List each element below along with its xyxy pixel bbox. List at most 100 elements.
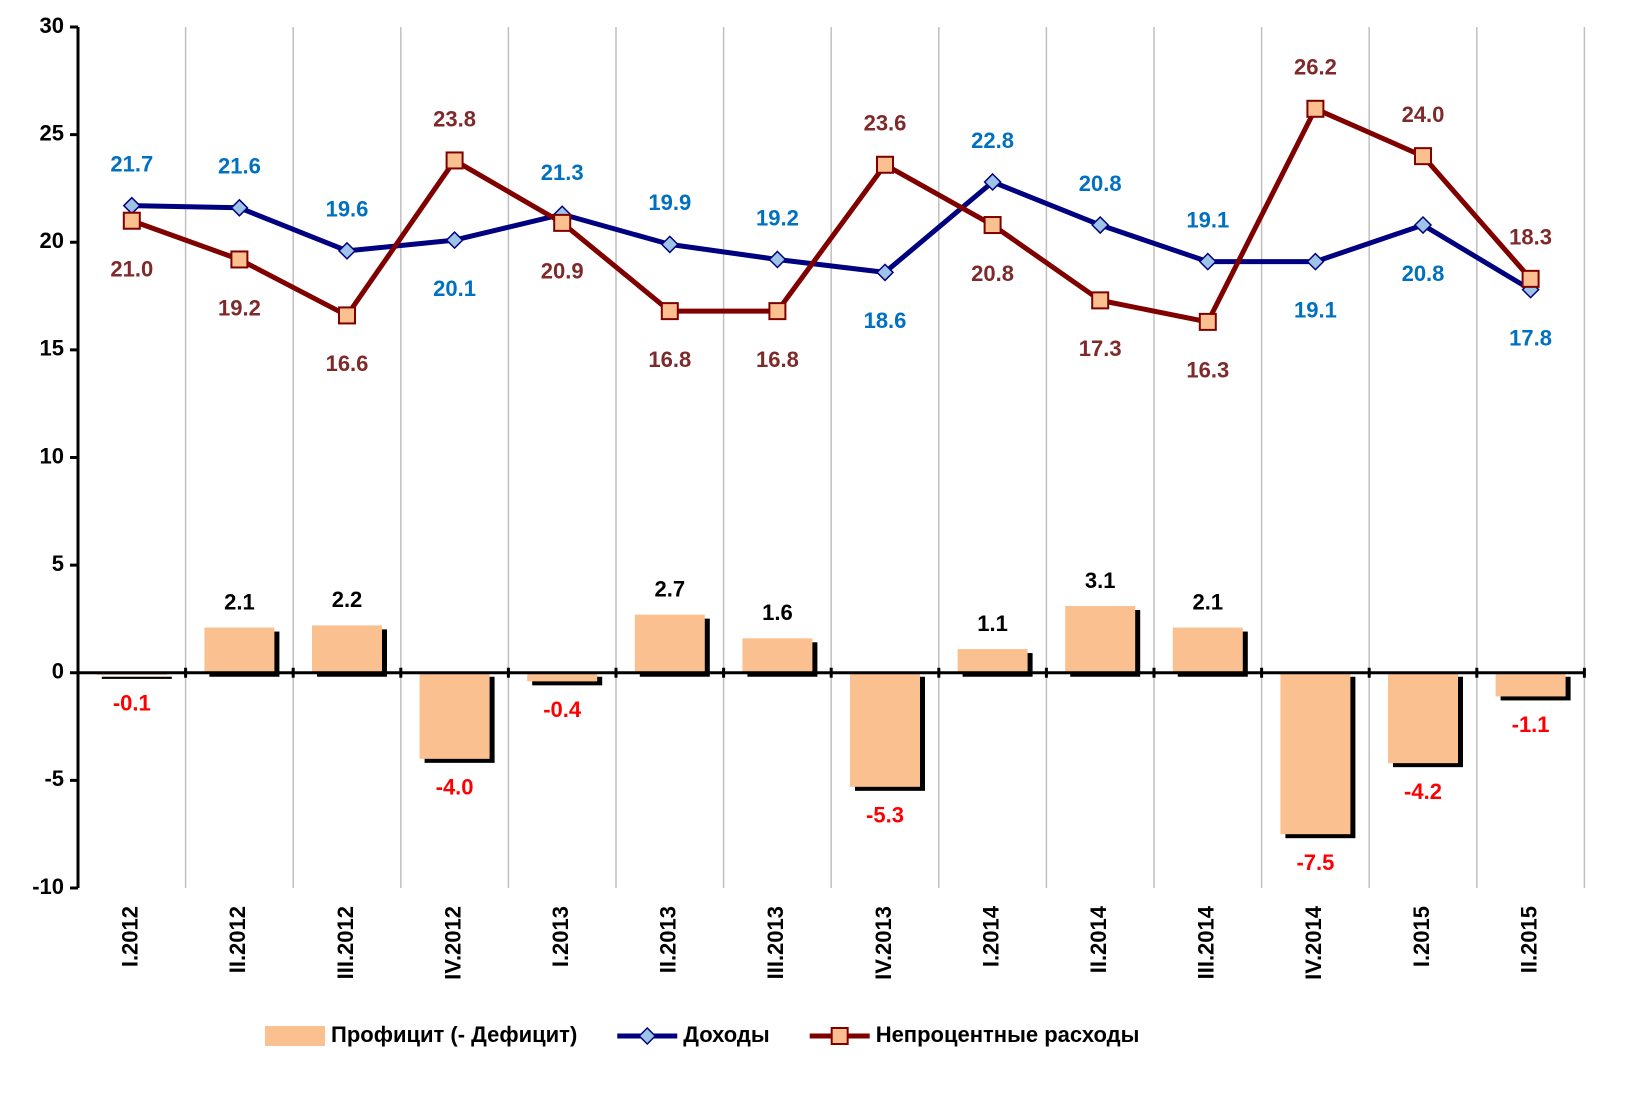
marker: [1198, 312, 1217, 331]
marker: [1413, 215, 1433, 235]
bar-shadow: [101, 676, 172, 679]
marker: [768, 250, 787, 269]
x-tick-label: I.2015: [1409, 906, 1434, 967]
line-value-label: 20.8: [971, 261, 1014, 286]
bar-value-label: -0.1: [113, 691, 151, 716]
line-value-label: 20.8: [1079, 171, 1122, 196]
bar: [957, 649, 1028, 673]
bar-value-label: -1.1: [1512, 712, 1550, 737]
bar: [527, 672, 598, 682]
bar: [1065, 606, 1136, 673]
marker: [876, 155, 894, 174]
line-value-label: 23.6: [864, 111, 907, 136]
line-value-label: 22.8: [971, 128, 1014, 153]
marker: [445, 151, 464, 170]
bar-value-label: -4.0: [436, 775, 474, 800]
bar-value-label: 1.1: [977, 611, 1008, 636]
line-value-label: 16.6: [326, 351, 369, 376]
line-value-label: 21.3: [541, 160, 584, 185]
x-tick-label: II.2015: [1516, 906, 1541, 973]
marker: [122, 196, 141, 215]
marker: [337, 241, 357, 260]
marker: [1091, 215, 1110, 235]
line-value-label: 16.8: [648, 347, 691, 372]
bar-value-label: -4.2: [1404, 779, 1442, 804]
line-value-label: 21.7: [110, 151, 153, 176]
line-value-label: 16.8: [756, 347, 799, 372]
bar: [419, 672, 490, 759]
line-value-label: 19.9: [648, 190, 691, 215]
y-tick-label: 20: [40, 228, 64, 253]
line-value-label: 20.1: [433, 276, 476, 301]
marker: [983, 172, 1002, 192]
marker: [230, 250, 249, 269]
x-tick-label: II.2012: [225, 906, 250, 973]
line-value-label: 20.9: [541, 259, 584, 284]
bar: [1172, 627, 1243, 673]
line-value-label: 26.2: [1294, 55, 1337, 80]
y-tick-label: -5: [44, 766, 64, 791]
line-value-label: 23.8: [433, 106, 476, 131]
bar-value-label: -0.4: [543, 697, 582, 722]
marker: [553, 213, 572, 232]
line-value-label: 19.2: [756, 205, 799, 230]
line-value-label: 19.2: [218, 295, 261, 320]
x-tick-label: IV.2014: [1301, 905, 1326, 980]
y-tick-label: 30: [40, 13, 64, 38]
marker: [1198, 252, 1217, 271]
x-tick-label: III.2012: [333, 906, 358, 979]
marker: [122, 211, 141, 230]
bar-value-label: 2.2: [332, 587, 363, 612]
legend-label: Непроцентные расходы: [876, 1022, 1140, 1047]
legend-marker: [830, 1027, 849, 1045]
x-tick-label: IV.2013: [871, 906, 896, 980]
marker: [660, 302, 679, 321]
line-value-label: 18.6: [864, 308, 907, 333]
bar: [742, 638, 813, 673]
bar: [850, 672, 920, 787]
legend-label: Профицит (- Дефицит): [331, 1022, 577, 1047]
bar: [1388, 672, 1458, 764]
marker: [1306, 252, 1325, 271]
x-tick-label: I.2013: [548, 906, 573, 967]
marker: [338, 306, 356, 325]
bar-value-label: 2.7: [655, 576, 686, 601]
line: [131, 179, 1532, 292]
bar: [204, 627, 275, 673]
x-tick-label: III.2013: [763, 906, 788, 979]
bar-value-label: -7.5: [1296, 850, 1334, 875]
marker: [230, 198, 249, 217]
bar-value-label: -5.3: [866, 803, 904, 828]
bar: [312, 625, 382, 673]
marker: [1414, 147, 1432, 166]
marker: [1521, 269, 1540, 288]
bar-value-label: 2.1: [1193, 589, 1224, 614]
x-tick-label: I.2012: [118, 906, 143, 967]
marker: [1306, 99, 1325, 118]
x-tick-label: II.2013: [656, 906, 681, 973]
bar: [1280, 672, 1351, 835]
marker: [660, 235, 679, 254]
y-tick-label: 25: [40, 120, 64, 145]
line-value-label: 20.8: [1402, 261, 1445, 286]
y-tick-label: 10: [40, 443, 64, 468]
bar: [634, 614, 705, 673]
line-value-label: 17.8: [1509, 325, 1552, 350]
line-value-label: 19.1: [1186, 207, 1229, 232]
x-tick-label: II.2014: [1086, 905, 1111, 973]
line: [130, 106, 1533, 325]
bar-value-label: 3.1: [1085, 568, 1116, 593]
line-value-label: 18.3: [1509, 225, 1552, 250]
x-tick-label: IV.2012: [440, 906, 465, 980]
y-tick-label: -10: [32, 874, 64, 899]
marker: [983, 216, 1002, 235]
line-value-label: 24.0: [1402, 102, 1445, 127]
line-value-label: 19.6: [326, 197, 369, 222]
y-tick-label: 5: [52, 551, 64, 576]
line-value-label: 17.3: [1079, 336, 1122, 361]
x-tick-label: I.2014: [978, 905, 1003, 967]
y-tick-label: 0: [52, 659, 64, 684]
line-value-label: 21.0: [110, 257, 153, 282]
bar-value-label: 2.1: [224, 589, 255, 614]
